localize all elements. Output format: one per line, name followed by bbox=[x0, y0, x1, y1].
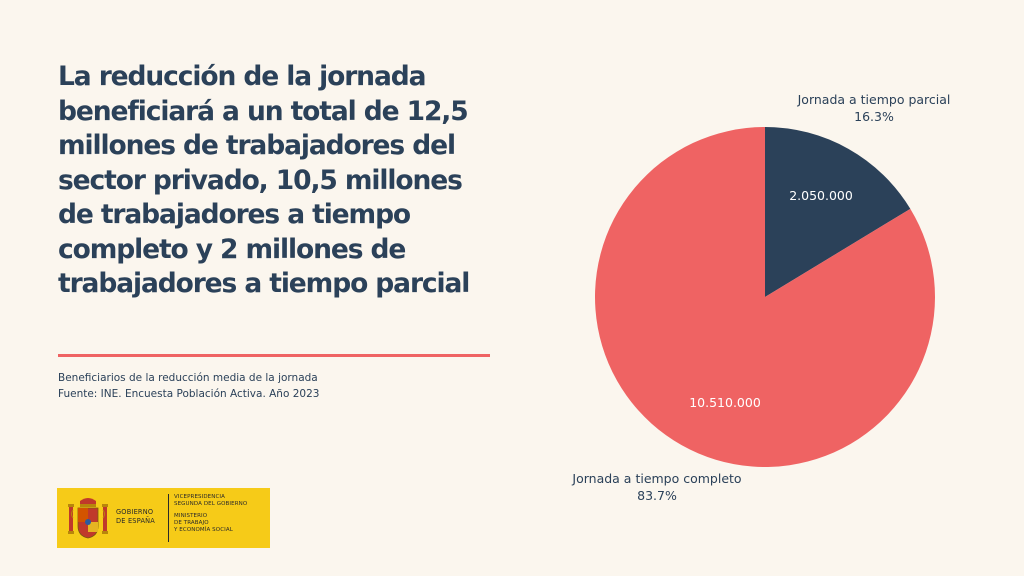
divider bbox=[58, 354, 490, 357]
caption-source: Fuente: INE. Encuesta Población Activa. … bbox=[58, 388, 320, 400]
slice-percent-label: 16.3% bbox=[854, 109, 894, 124]
caption-description: Beneficiarios de la reducción media de l… bbox=[58, 372, 318, 384]
slice-name-label: Jornada a tiempo parcial bbox=[797, 92, 951, 107]
slice-value-label: 2.050.000 bbox=[789, 188, 853, 203]
coat-of-arms-icon bbox=[68, 498, 108, 539]
pie-slices bbox=[595, 127, 935, 467]
ministry-text: VICEPRESIDENCIA SEGUNDA DEL GOBIERNO MIN… bbox=[174, 494, 248, 533]
government-logo: GOBIERNO DE ESPAÑA VICEPRESIDENCIA SEGUN… bbox=[57, 488, 270, 548]
logo-separator bbox=[168, 494, 169, 542]
slice-value-label: 10.510.000 bbox=[689, 395, 761, 410]
slice-name-label: Jornada a tiempo completo bbox=[571, 471, 741, 486]
chart-caption: Beneficiarios de la reducción media de l… bbox=[58, 370, 319, 402]
pie-slice-parcial bbox=[765, 127, 911, 297]
gobierno-de-espana-text: GOBIERNO DE ESPAÑA bbox=[116, 508, 155, 525]
pie-labels: 2.050.000 Jornada a tiempo parcial 16.3% 10… bbox=[571, 92, 950, 503]
slice-percent-label: 83.7% bbox=[637, 488, 677, 503]
headline: La reducción de la jornada beneficiará a… bbox=[58, 61, 470, 299]
pie-slice-completo bbox=[595, 127, 935, 467]
